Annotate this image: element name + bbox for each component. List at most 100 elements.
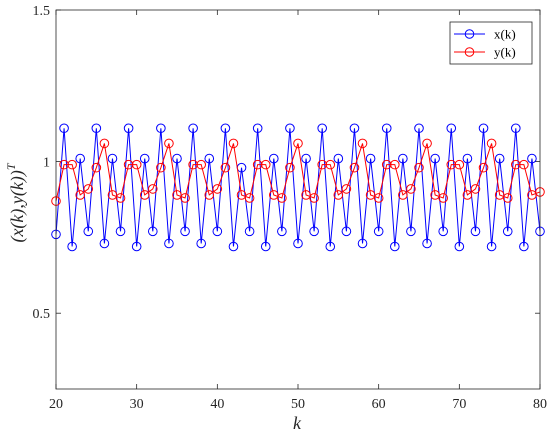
x-tick-label: 50 [291,397,305,412]
data-point [341,226,352,237]
data-point [390,159,400,170]
data-point [83,184,94,194]
data-point [357,138,368,149]
data-point [511,123,521,134]
axes-frame [55,9,541,390]
legend-entry-y: y(k) [454,45,516,60]
data-point [148,184,158,194]
data-point [172,153,182,164]
data-point [156,123,166,134]
data-point [180,226,190,237]
data-point [277,226,287,237]
data-point [527,153,537,164]
data-point [454,241,465,252]
data-point [478,123,489,134]
data-point [196,238,206,249]
y-axis-label-sup: T [4,162,18,170]
data-point [502,193,513,203]
data-point [188,123,198,134]
series-y-line [55,143,541,202]
data-point [180,193,190,203]
data-point [196,159,206,170]
data-point [317,159,328,170]
legend-entry-x: x(k) [454,27,516,42]
plot-background [56,10,540,389]
data-point [252,123,263,134]
data-point [365,153,376,164]
data-point [285,123,295,134]
legend: x(k) y(k) [449,21,533,65]
data-point [204,190,215,200]
data-point [333,153,344,164]
data-point [123,159,134,170]
data-point [204,153,215,164]
data-point [446,159,457,170]
data-point [470,184,481,194]
data-point [519,241,529,252]
data-point [511,159,521,170]
data-point [446,123,457,134]
y-tick-label: 1.5 [33,4,51,19]
data-point [438,193,449,203]
data-point [75,190,85,200]
legend-marker-x [464,29,475,39]
data-point [115,193,126,203]
data-point [148,226,158,237]
data-point [341,184,352,194]
series-layer [51,123,545,252]
data-point [228,138,239,149]
data-point [252,159,263,170]
data-point [317,123,328,134]
data-point [220,123,231,134]
data-point [91,123,102,134]
data-point [527,190,537,200]
y-axis-label-main: (x(k),y(k)) [7,170,28,242]
data-point [59,123,69,134]
data-point [59,159,69,170]
data-point [325,159,336,170]
data-point [188,159,198,170]
svg-text:(x(k),y(k))T: (x(k),y(k))T [4,162,28,242]
legend-marker-y [464,47,475,57]
data-point [422,238,432,249]
data-point [309,193,319,203]
x-tick-label: 30 [130,397,144,412]
data-point [486,241,497,252]
data-point [486,138,497,149]
data-point [454,159,465,170]
data-point [293,138,303,149]
x-tick-label: 20 [49,397,63,412]
data-point [212,184,223,194]
x-tick-label: 70 [452,397,466,412]
data-point [390,241,400,252]
data-point [123,123,134,134]
data-point [139,153,150,164]
data-point [357,238,368,249]
data-point [99,238,110,249]
data-point [325,241,336,252]
data-point [131,241,142,252]
x-tick-label: 40 [210,397,224,412]
data-point [228,241,239,252]
data-point [406,184,416,194]
data-point [107,153,118,164]
data-point [244,193,255,203]
data-point [107,190,118,200]
data-point [381,123,392,134]
series-x [51,123,545,252]
data-point [478,162,489,173]
data-point [83,226,94,237]
data-point [269,153,279,164]
data-point [260,241,271,252]
y-axis-label: (x(k),y(k))T [4,162,28,242]
data-point [220,162,231,173]
data-point [349,123,360,134]
data-point [164,138,174,149]
x-tick-label: 80 [533,397,547,412]
data-point [285,162,295,173]
plot-area [56,10,540,389]
data-point [494,153,505,164]
data-point [301,190,311,200]
data-point [398,190,408,200]
